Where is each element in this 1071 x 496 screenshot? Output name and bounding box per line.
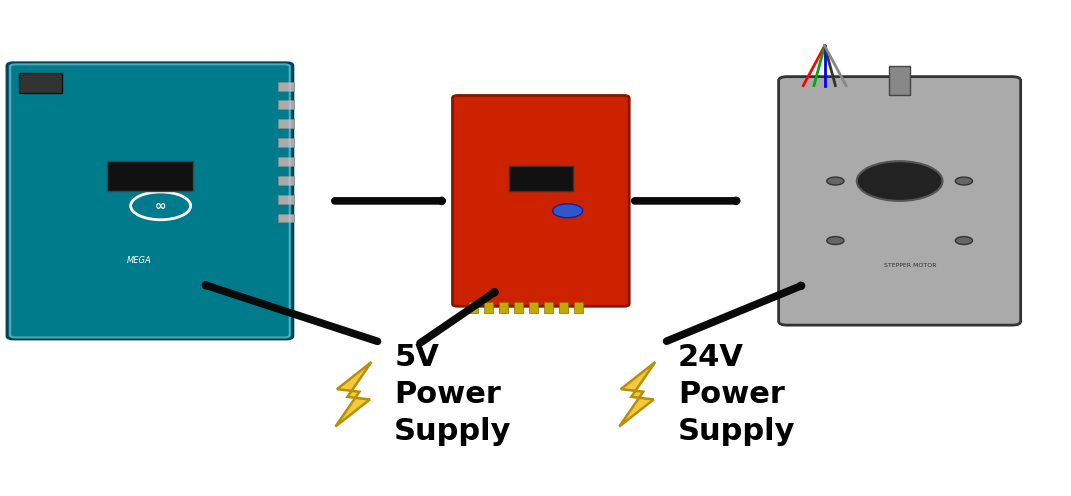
Bar [278, 176, 293, 185]
Bar [529, 302, 538, 313]
Bar [574, 302, 583, 313]
FancyBboxPatch shape [7, 63, 293, 339]
Text: STEPPER MOTOR: STEPPER MOTOR [884, 263, 937, 268]
Bar [514, 302, 523, 313]
Bar [499, 302, 509, 313]
Bar [107, 161, 193, 191]
Text: MEGA: MEGA [126, 256, 152, 265]
Bar [458, 98, 623, 304]
Bar [278, 157, 293, 166]
Bar [509, 166, 573, 191]
Bar [469, 302, 478, 313]
Bar [559, 302, 568, 313]
Circle shape [955, 237, 972, 245]
Text: 24V
Power
Supply: 24V Power Supply [678, 343, 796, 446]
Bar [544, 302, 554, 313]
Polygon shape [335, 362, 372, 427]
Circle shape [955, 177, 972, 185]
Bar [19, 73, 62, 93]
Text: 5V
Power
Supply: 5V Power Supply [394, 343, 512, 446]
Bar [278, 101, 293, 110]
Polygon shape [619, 362, 655, 427]
Bar [278, 82, 293, 91]
Bar [14, 66, 287, 336]
Bar [278, 195, 293, 204]
Bar [278, 214, 293, 223]
Bar [889, 66, 910, 96]
Bar [278, 138, 293, 147]
Bar [278, 120, 293, 128]
Circle shape [553, 204, 583, 218]
Circle shape [857, 161, 942, 201]
Bar [484, 302, 494, 313]
Text: ∞: ∞ [155, 199, 166, 213]
FancyBboxPatch shape [453, 96, 630, 307]
FancyBboxPatch shape [779, 77, 1021, 325]
Bar [776, 66, 1023, 336]
Circle shape [827, 237, 844, 245]
Circle shape [827, 177, 844, 185]
